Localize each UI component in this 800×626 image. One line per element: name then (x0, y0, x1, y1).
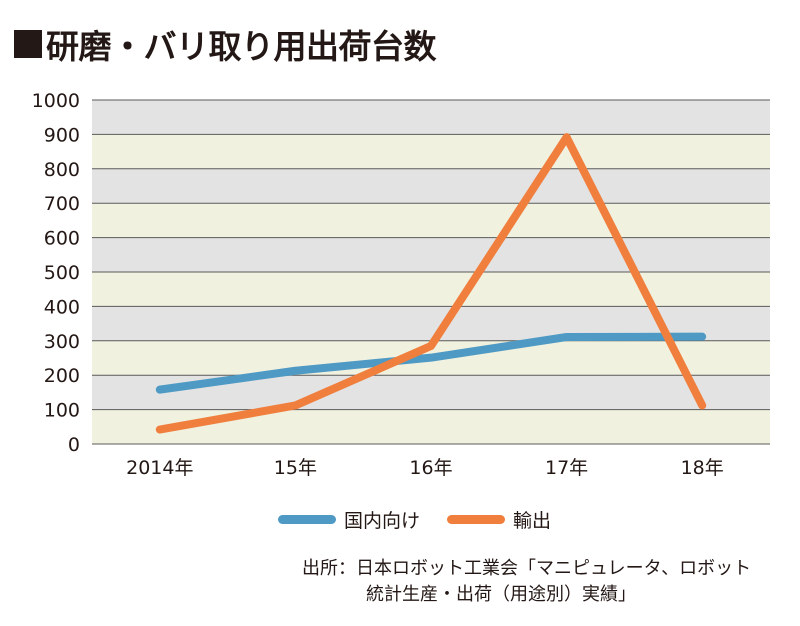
x-axis-ticks: 2014年 15年 16年 17年 18年 (126, 457, 724, 479)
y-tick-label: 0 (68, 434, 80, 456)
x-tick-label: 17年 (545, 457, 588, 479)
legend-swatch-domestic (278, 514, 336, 524)
plot-band (92, 237, 770, 272)
y-tick-label: 700 (44, 193, 80, 215)
source-line-2: 統計生産・出荷（用途別）実績」 (366, 584, 636, 605)
y-tick-label: 300 (44, 331, 80, 353)
series-line-export (155, 133, 707, 434)
legend-item-export: 輸出 (447, 504, 551, 534)
legend-label-domestic: 国内向け (344, 509, 421, 532)
legend-swatch-export (447, 514, 505, 524)
plot-band (92, 203, 770, 238)
legend: 国内向け 輸出 (0, 504, 800, 534)
source-note: 出所：日本ロボット工業会「マニピュレータ、ロボット 統計生産・出荷（用途別）実績… (302, 556, 751, 608)
plot-band (92, 134, 770, 169)
plot-band (92, 409, 770, 444)
source-line-1: 日本ロボット工業会「マニピュレータ、ロボット (356, 558, 752, 579)
legend-label-export: 輸出 (513, 509, 552, 532)
y-tick-label: 400 (44, 296, 80, 318)
plot-grid (92, 99, 770, 445)
plot-band (92, 272, 770, 307)
x-tick-label: 18年 (681, 457, 724, 479)
chart-title: 研磨・バリ取り用出荷台数 (14, 22, 437, 66)
line-chart: 0 100 200 300 400 500 600 700 800 900 1000 2014年 15… (32, 90, 770, 479)
source-label: 出所： (302, 558, 356, 579)
x-tick-label: 15年 (274, 457, 317, 479)
y-tick-label: 1000 (32, 90, 80, 112)
y-tick-label: 200 (44, 365, 80, 387)
y-tick-label: 800 (44, 159, 80, 181)
title-square-icon (14, 30, 42, 58)
plot-band (92, 100, 770, 135)
series-lines (155, 133, 707, 434)
y-tick-label: 600 (44, 228, 80, 250)
y-tick-label: 100 (44, 400, 80, 422)
plot-band (92, 375, 770, 410)
y-tick-label: 500 (44, 262, 80, 284)
x-tick-label: 2014年 (126, 457, 193, 479)
y-tick-label: 900 (44, 124, 80, 146)
plot-band (92, 168, 770, 204)
chart-title-text: 研磨・バリ取り用出荷台数 (46, 27, 437, 66)
y-axis-ticks: 0 100 200 300 400 500 600 700 800 900 1000 (32, 90, 80, 456)
x-tick-label: 16年 (409, 457, 452, 479)
series-line-domestic (155, 332, 707, 394)
legend-item-domestic: 国内向け (278, 504, 420, 534)
